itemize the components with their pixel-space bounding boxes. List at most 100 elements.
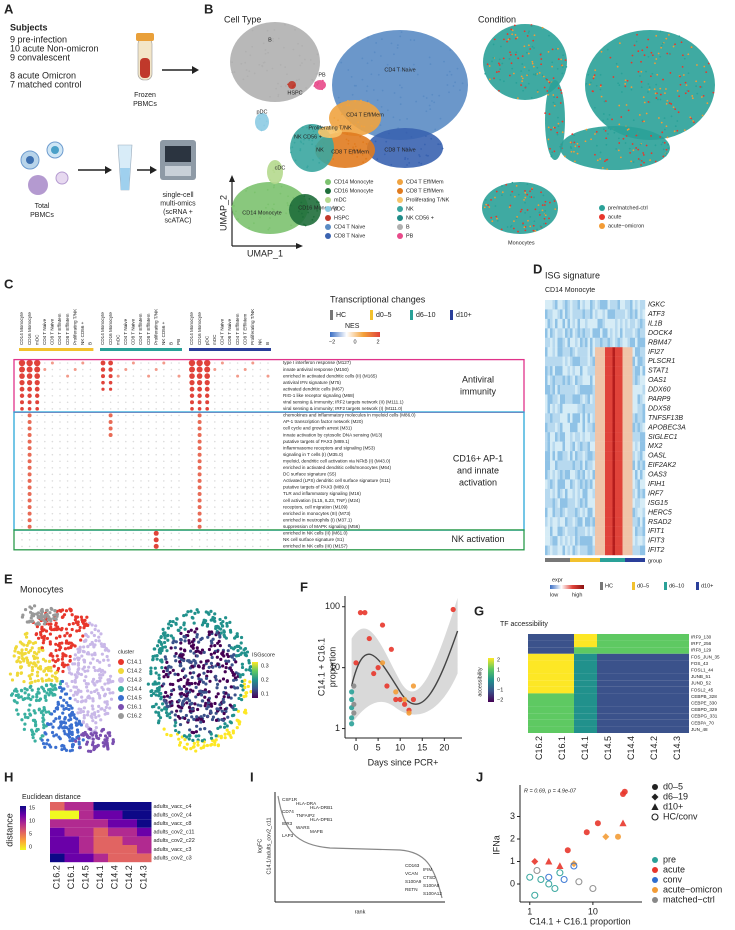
cell: [524, 190, 526, 192]
dot: [197, 492, 202, 496]
cell: [94, 731, 98, 735]
dot: [221, 368, 224, 371]
heatmap-cell: [580, 517, 583, 527]
heatmap-cell: [560, 479, 563, 490]
cell: [321, 88, 324, 91]
cell: [66, 684, 70, 688]
cell: [595, 84, 598, 87]
cell: [211, 665, 215, 669]
heatmap-cell: [567, 545, 571, 556]
heatmap-cell: [577, 451, 581, 461]
dot: [51, 388, 54, 391]
cell: [553, 126, 556, 129]
legend-swatch: [325, 179, 331, 185]
cell: [370, 110, 372, 112]
cell: [596, 159, 599, 162]
cell: [70, 744, 75, 749]
cell: [189, 628, 193, 632]
cell: [45, 608, 49, 613]
cell: [602, 119, 604, 122]
cell: [189, 649, 193, 653]
heatmap-cell: [597, 451, 601, 461]
dot: [170, 440, 173, 443]
cell: [553, 96, 556, 99]
cell: [211, 615, 215, 620]
cell: [646, 46, 649, 49]
dot: [20, 407, 24, 411]
cell: [538, 214, 541, 216]
rotated-label: UMAP_2: [218, 195, 228, 231]
heatmap-cell: [630, 328, 633, 338]
dot: [51, 480, 54, 482]
heatmap-cell: [605, 422, 608, 433]
row-label: CEBPG_331: [691, 714, 718, 719]
cell: [544, 214, 547, 217]
heatmap-cell: [620, 375, 623, 386]
heatmap-cell: [582, 498, 586, 508]
cell: [426, 154, 429, 157]
dot: [206, 440, 208, 443]
heatmap-cell: [597, 667, 620, 674]
dot: [206, 434, 208, 436]
cell: [353, 143, 356, 145]
heatmap-cell: [632, 488, 636, 499]
cell: [560, 58, 563, 61]
heatmap-cell: [612, 545, 616, 556]
cell: [670, 103, 673, 105]
cell: [643, 161, 645, 164]
heatmap-cell: [557, 328, 561, 338]
dot: [259, 440, 262, 443]
heatmap-cell: [640, 385, 643, 395]
dot: [132, 408, 135, 410]
cell: [541, 209, 544, 212]
dot: [59, 375, 61, 377]
cell: [103, 712, 107, 716]
cell: [204, 661, 208, 666]
cell: [542, 194, 545, 197]
heatmap-cell: [590, 356, 593, 367]
heatmap-cell: [640, 300, 643, 310]
heatmap-cell: [592, 375, 596, 386]
cell: [294, 28, 296, 31]
heatmap-cell: [551, 719, 574, 727]
heatmap-cell: [580, 507, 583, 518]
cell: [366, 62, 369, 65]
heatmap-cell: [627, 451, 631, 461]
heatmap-cell: [585, 366, 588, 376]
cell: [201, 719, 206, 724]
heatmap-cell: [630, 498, 633, 508]
heatmap-cell: [617, 479, 621, 490]
dot: [102, 486, 104, 489]
dot: [170, 414, 173, 417]
heatmap-cell: [580, 451, 583, 461]
dot: [102, 539, 104, 541]
dot: [66, 486, 69, 489]
dot: [221, 453, 224, 456]
umap-cluster-label: CD14 Monocyte: [242, 210, 281, 216]
cell: [267, 228, 270, 231]
cell: [664, 92, 666, 94]
dot: [59, 362, 61, 364]
cell: [643, 54, 646, 57]
cell: [168, 682, 173, 686]
cell: [27, 620, 31, 624]
cell: [541, 26, 544, 29]
heatmap-cell: [93, 819, 108, 828]
dot: [147, 362, 150, 364]
cell: [332, 158, 335, 160]
heatmap-cell: [610, 403, 613, 414]
cell: [44, 698, 48, 703]
color-bar: [20, 806, 26, 850]
cell: [15, 660, 19, 664]
dot: [147, 388, 150, 391]
umap-cluster: [367, 128, 444, 168]
heatmap-cell: [635, 300, 638, 310]
heatmap-cell: [612, 366, 616, 376]
cell: [618, 142, 621, 144]
dot: [170, 545, 173, 548]
cell: [286, 202, 289, 204]
cell: [665, 125, 668, 128]
dot: [74, 414, 76, 417]
point: [450, 606, 456, 613]
cell: [36, 614, 40, 618]
